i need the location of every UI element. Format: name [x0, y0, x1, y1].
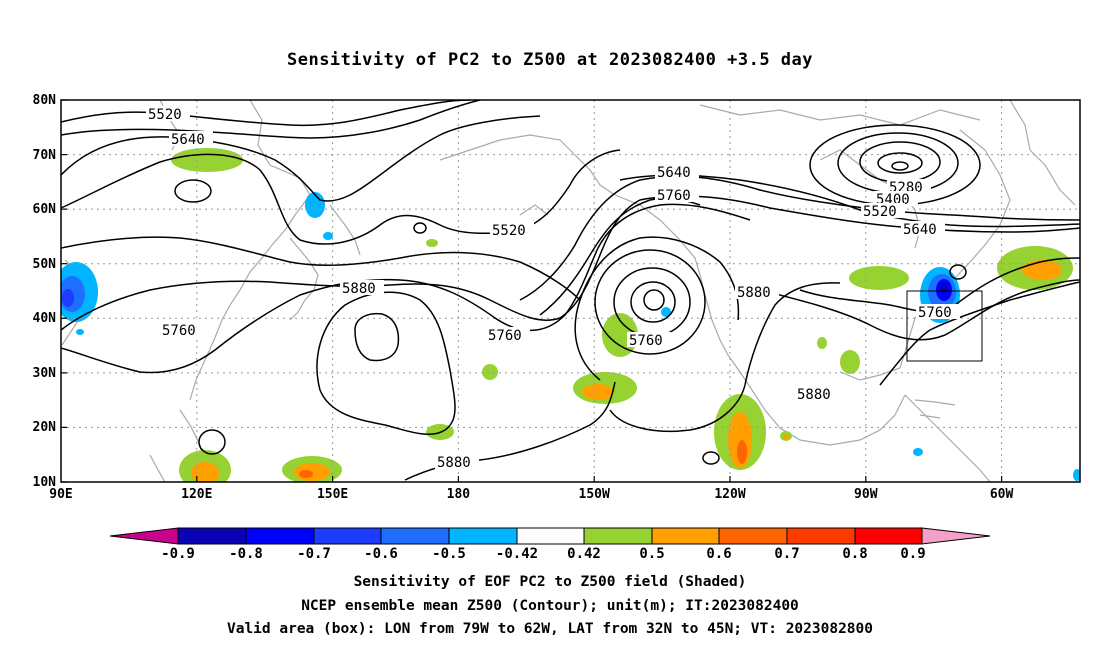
- lat-label: 30N: [33, 366, 57, 381]
- lon-label: 90W: [854, 487, 878, 502]
- map-frame: [60, 99, 1081, 483]
- colorbar-cell-6: [516, 527, 585, 545]
- caption-line-3: Valid area (box): LON from 79W to 62W, L…: [226, 621, 873, 637]
- contour-5760-west: [61, 203, 751, 374]
- contour-label: 5640: [657, 165, 691, 181]
- contour-5880-east: [879, 281, 1080, 386]
- colorbar-cell-11: [854, 527, 923, 545]
- contour-label: 5520: [863, 204, 897, 220]
- lon-label: 180: [447, 487, 471, 502]
- colorbar-label: 0.6: [706, 546, 731, 562]
- contour-label: 5880: [797, 387, 831, 403]
- colorbar-label: 0.9: [900, 546, 925, 562]
- colorbar-cell-9: [718, 527, 788, 545]
- contour-label: 5880: [737, 285, 771, 301]
- colorbar-label: 0.42: [567, 546, 601, 562]
- colorbar-cell-3: [313, 527, 382, 545]
- valid-area-box: [906, 290, 983, 362]
- colorbar-label: -0.5: [432, 546, 466, 562]
- lat-label: 40N: [33, 311, 57, 326]
- lat-label: 60N: [33, 202, 57, 217]
- colorbar-cell-1: [177, 527, 247, 545]
- lat-label: 10N: [33, 475, 57, 490]
- colorbar-label: -0.7: [297, 546, 331, 562]
- colorbar-label: 0.7: [774, 546, 799, 562]
- contour-label: 5760: [162, 323, 196, 339]
- figure-title: Sensitivity of PC2 to Z500 at 2023082400…: [286, 50, 813, 70]
- colorbar-cell-0: [109, 527, 179, 545]
- lat-label: 50N: [33, 257, 57, 272]
- contour-label: 5760: [488, 328, 522, 344]
- colorbar-cell-8: [651, 527, 720, 545]
- colorbar-label: 0.5: [639, 546, 664, 562]
- colorbar-cell-4: [380, 527, 450, 545]
- lat-label: 80N: [33, 93, 57, 108]
- colorbar-cell-10: [786, 527, 856, 545]
- contour-label: 5640: [171, 132, 205, 148]
- lon-label: 120W: [714, 487, 745, 502]
- contour-5640-east: [619, 174, 1080, 228]
- contour-label: 5760: [629, 333, 663, 349]
- lon-label: 150E: [317, 487, 348, 502]
- colorbar-cell-5: [448, 527, 518, 545]
- colorbar-label: -0.42: [496, 546, 538, 562]
- colorbar-label: 0.8: [842, 546, 867, 562]
- lon-label: 90E: [49, 487, 72, 502]
- contour-label: 5880: [437, 455, 471, 471]
- gridlines: [61, 100, 1080, 482]
- lon-label: 60W: [990, 487, 1014, 502]
- contour-label: 5520: [492, 223, 526, 239]
- colorbar-label: -0.6: [364, 546, 398, 562]
- colorbar-cell-12: [921, 527, 991, 545]
- contour-5520-west: [61, 100, 471, 127]
- contour-label: 5760: [657, 188, 691, 204]
- contour-label: 5880: [342, 281, 376, 297]
- contour-5760-trough: [574, 236, 740, 381]
- colorbar-cell-2: [245, 527, 315, 545]
- lon-label: 150W: [579, 487, 610, 502]
- contour-5640-west: [61, 149, 621, 245]
- caption-line-2: NCEP ensemble mean Z500 (Contour); unit(…: [301, 598, 799, 614]
- caption-line-1: Sensitivity of EOF PC2 to Z500 field (Sh…: [353, 574, 747, 590]
- contour-label: 5760: [918, 305, 952, 321]
- axis-ticks: [61, 99, 1003, 483]
- latitude-labels: 80N 70N 60N 50N 40N 30N 20N 10N: [33, 93, 57, 490]
- lat-label: 20N: [33, 420, 57, 435]
- colorbar-label: -0.8: [229, 546, 263, 562]
- contour-labels: 5520 5640 5760 5880 5880 5520 5640 5760 …: [146, 106, 960, 471]
- z500-contours: [61, 100, 1080, 481]
- colorbar: [109, 527, 991, 545]
- colorbar-labels: -0.9 -0.8 -0.7 -0.6 -0.5 -0.42 0.42 0.5 …: [161, 546, 926, 562]
- colorbar-label: -0.9: [161, 546, 195, 562]
- contour-label: 5520: [148, 107, 182, 123]
- lat-label: 70N: [33, 148, 57, 163]
- contour-label: 5640: [903, 222, 937, 238]
- longitude-labels: 90E 120E 150E 180 150W 120W 90W 60W: [49, 487, 1013, 502]
- colorbar-cell-7: [583, 527, 653, 545]
- lon-label: 120E: [181, 487, 212, 502]
